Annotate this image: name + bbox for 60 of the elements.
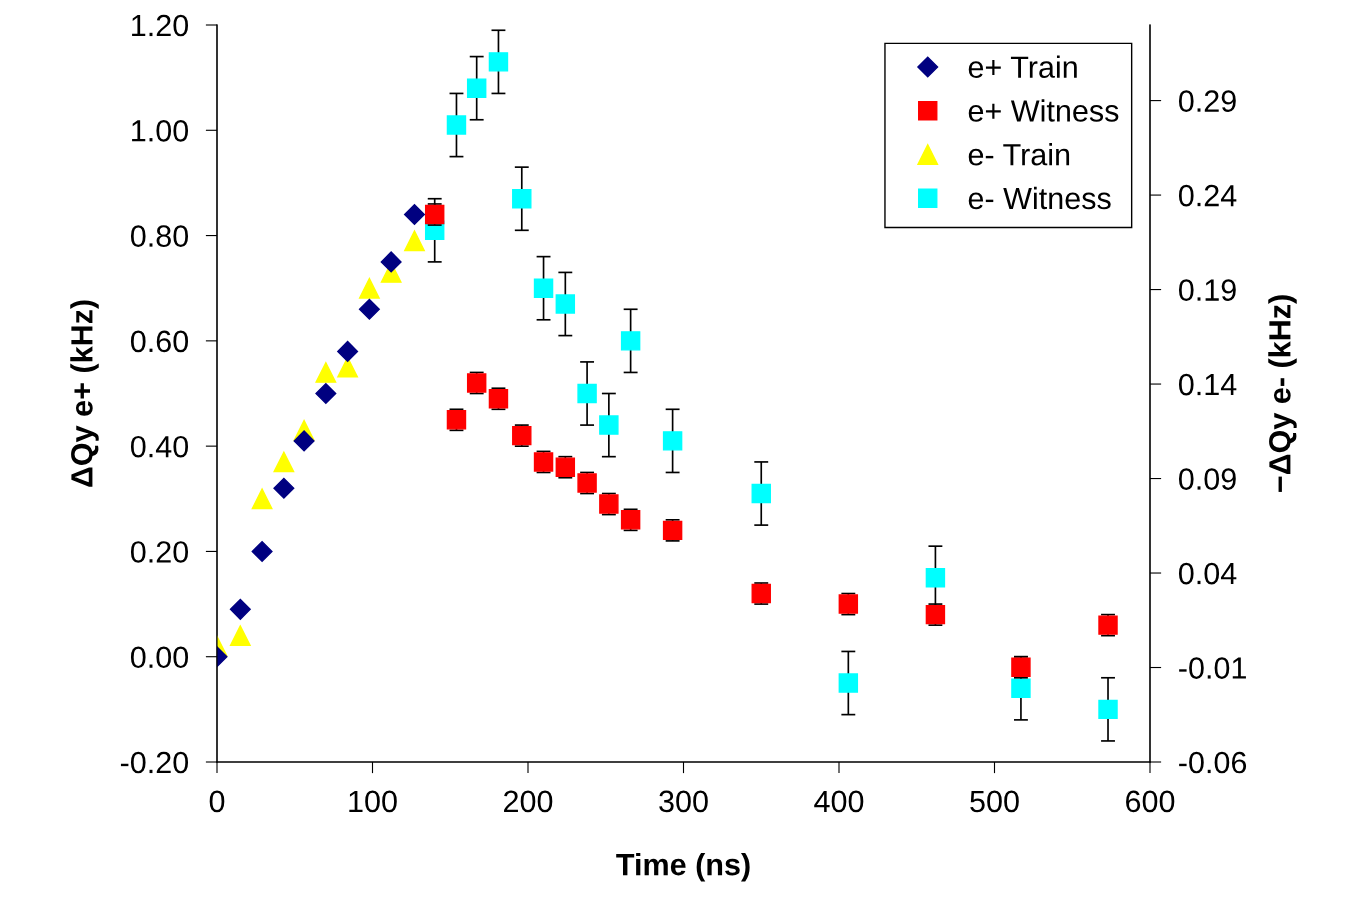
point — [229, 598, 251, 620]
point — [315, 362, 337, 383]
y-tick-label: 0.80 — [130, 225, 189, 247]
point — [555, 294, 576, 314]
y-axis-title: ΔQy e+ (kHz) — [70, 300, 99, 487]
y2-tick-label: 0.04 — [1178, 562, 1237, 585]
x-tick-label: 200 — [504, 790, 553, 813]
y-tick-label: 0.00 — [130, 646, 189, 669]
point — [251, 488, 273, 510]
point — [1011, 678, 1031, 699]
y2-tick-label: 0.09 — [1178, 468, 1236, 490]
x-tick-label: 600 — [1126, 790, 1175, 813]
x-tick-label: 500 — [970, 790, 1019, 813]
point — [466, 78, 487, 98]
y2-tick-label: 0.29 — [1178, 90, 1236, 112]
legend-label: e- Witness — [968, 186, 1111, 210]
y-tick-label: -0.20 — [120, 751, 189, 774]
x-axis-title: Time (ns) — [616, 852, 750, 882]
x-tick-label: 100 — [349, 790, 397, 813]
point — [273, 477, 295, 499]
x-tick-label: 300 — [659, 790, 708, 813]
point — [925, 568, 946, 588]
x-tick-label: 400 — [814, 790, 864, 813]
y2-tick-label: 0.19 — [1178, 279, 1236, 301]
y-tick-label: 1.20 — [132, 14, 189, 37]
point — [662, 431, 683, 451]
point — [273, 451, 295, 473]
point — [533, 278, 554, 298]
point — [577, 383, 597, 404]
point — [751, 483, 771, 504]
y-tick-label: 0.60 — [130, 330, 189, 353]
point — [620, 331, 641, 351]
point — [512, 188, 532, 209]
y2-tick-label: -0.01 — [1179, 657, 1246, 679]
point — [293, 430, 315, 452]
legend-label: e- Train — [968, 143, 1070, 166]
point — [337, 340, 359, 362]
y2-axis-title: −ΔQy e- (kHz) — [1268, 295, 1297, 492]
y-tick-label: 1.00 — [132, 120, 189, 142]
point — [229, 625, 251, 647]
y-tick-label: 0.40 — [130, 435, 189, 458]
legend-label: e+ Train — [968, 55, 1077, 78]
point — [1098, 699, 1118, 720]
point — [446, 115, 467, 135]
point — [358, 298, 380, 320]
y-tick-label: 0.20 — [130, 541, 189, 563]
point — [380, 251, 402, 273]
point — [838, 673, 859, 693]
point — [403, 203, 426, 226]
point — [599, 415, 619, 435]
point — [315, 382, 337, 405]
y2-tick-label: -0.06 — [1179, 751, 1247, 774]
point — [251, 540, 273, 562]
point — [358, 277, 380, 299]
x-tick-label: 0 — [209, 790, 225, 813]
point — [404, 230, 425, 252]
legend-label: e+ Witness — [968, 99, 1119, 122]
point — [488, 52, 509, 72]
y2-tick-label: 0.14 — [1178, 373, 1237, 396]
y2-tick-label: 0.24 — [1178, 184, 1237, 207]
